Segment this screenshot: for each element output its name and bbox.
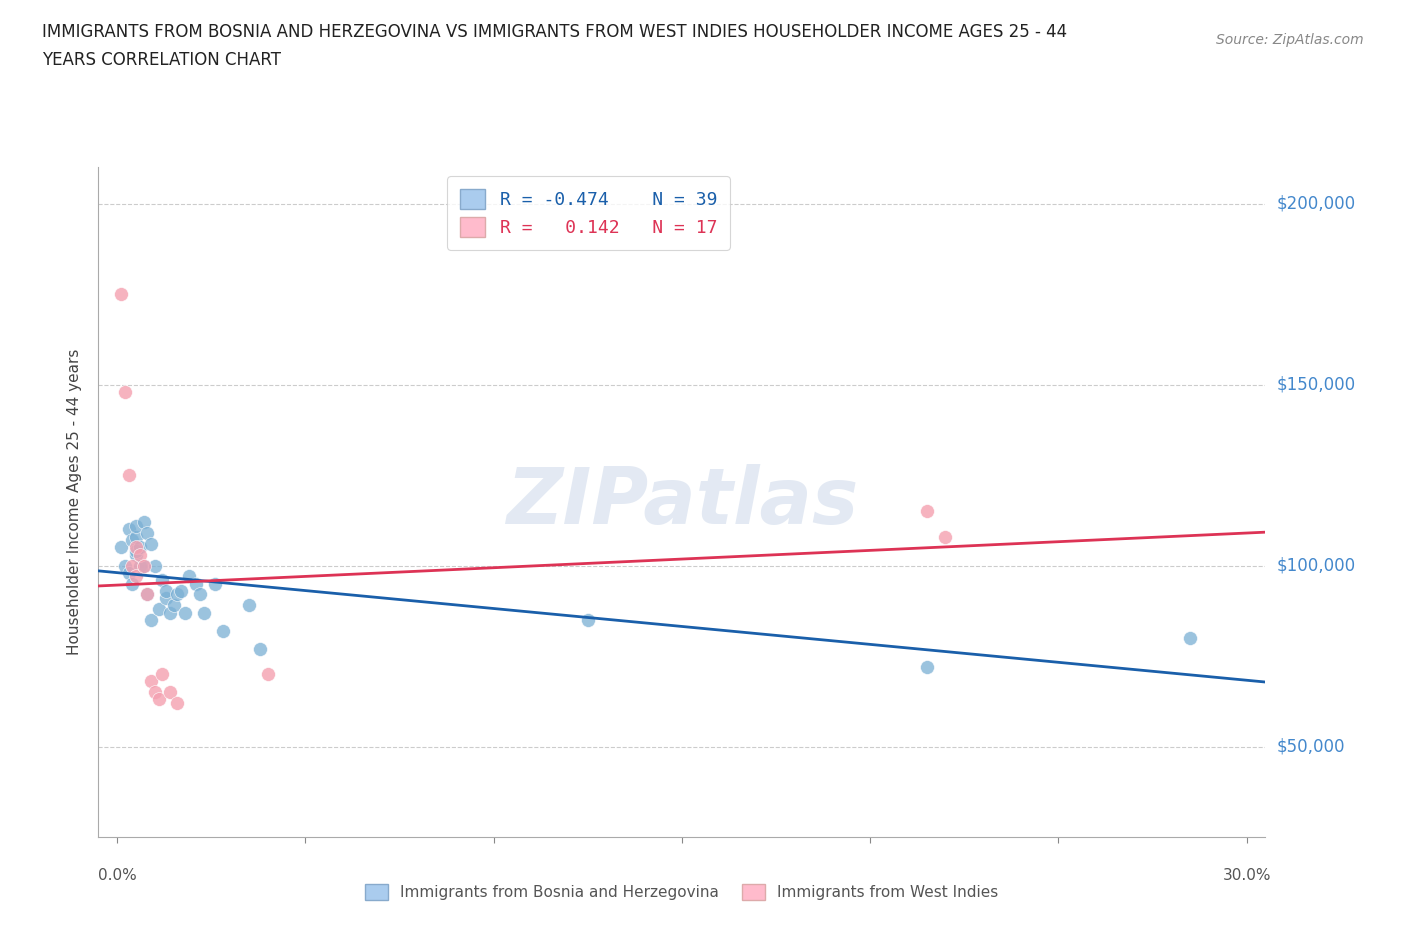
Point — [136, 587, 159, 602]
Point — [143, 558, 166, 573]
Point — [128, 540, 150, 555]
Point — [117, 522, 139, 537]
Point — [915, 659, 938, 674]
Text: Source: ZipAtlas.com: Source: ZipAtlas.com — [1216, 33, 1364, 46]
Point — [128, 547, 150, 562]
Point — [114, 558, 136, 573]
Point — [125, 529, 148, 544]
Point — [576, 612, 599, 627]
Point — [125, 569, 148, 584]
Point — [166, 587, 188, 602]
Point — [174, 605, 197, 620]
Point — [915, 504, 938, 519]
Point — [136, 587, 159, 602]
Point — [155, 583, 177, 598]
Point — [238, 598, 260, 613]
Point — [139, 537, 162, 551]
Point — [148, 602, 170, 617]
Text: 30.0%: 30.0% — [1222, 868, 1271, 883]
Y-axis label: Householder Income Ages 25 - 44 years: Householder Income Ages 25 - 44 years — [67, 349, 83, 656]
Point — [159, 684, 181, 699]
Point — [155, 591, 177, 605]
Legend: Immigrants from Bosnia and Herzegovina, Immigrants from West Indies: Immigrants from Bosnia and Herzegovina, … — [359, 878, 1005, 907]
Point — [125, 544, 148, 559]
Point — [139, 612, 162, 627]
Point — [121, 533, 143, 548]
Point — [152, 667, 174, 682]
Text: $50,000: $50,000 — [1277, 737, 1346, 755]
Point — [186, 577, 208, 591]
Text: $150,000: $150,000 — [1277, 376, 1355, 393]
Point — [125, 540, 148, 555]
Point — [128, 558, 150, 573]
Point — [204, 577, 226, 591]
Point — [188, 587, 211, 602]
Point — [132, 558, 155, 573]
Text: ZIPatlas: ZIPatlas — [506, 464, 858, 540]
Point — [121, 577, 143, 591]
Text: IMMIGRANTS FROM BOSNIA AND HERZEGOVINA VS IMMIGRANTS FROM WEST INDIES HOUSEHOLDE: IMMIGRANTS FROM BOSNIA AND HERZEGOVINA V… — [42, 23, 1067, 41]
Point — [132, 558, 155, 573]
Point — [256, 667, 278, 682]
Point — [143, 684, 166, 699]
Point — [125, 518, 148, 533]
Point — [132, 514, 155, 529]
Point — [211, 623, 233, 638]
Point — [177, 569, 200, 584]
Point — [934, 529, 956, 544]
Point — [170, 583, 193, 598]
Point — [114, 384, 136, 399]
Text: YEARS CORRELATION CHART: YEARS CORRELATION CHART — [42, 51, 281, 69]
Point — [121, 558, 143, 573]
Point — [193, 605, 215, 620]
Point — [139, 674, 162, 689]
Point — [166, 696, 188, 711]
Point — [110, 286, 132, 301]
Text: 0.0%: 0.0% — [98, 868, 136, 883]
Point — [163, 598, 186, 613]
Point — [110, 540, 132, 555]
Text: $200,000: $200,000 — [1277, 194, 1355, 213]
Point — [125, 547, 148, 562]
Text: $100,000: $100,000 — [1277, 556, 1355, 575]
Point — [152, 573, 174, 588]
Point — [117, 468, 139, 483]
Point — [249, 642, 271, 657]
Point — [1178, 631, 1201, 645]
Point — [148, 692, 170, 707]
Point — [136, 525, 159, 540]
Point — [159, 605, 181, 620]
Point — [117, 565, 139, 580]
